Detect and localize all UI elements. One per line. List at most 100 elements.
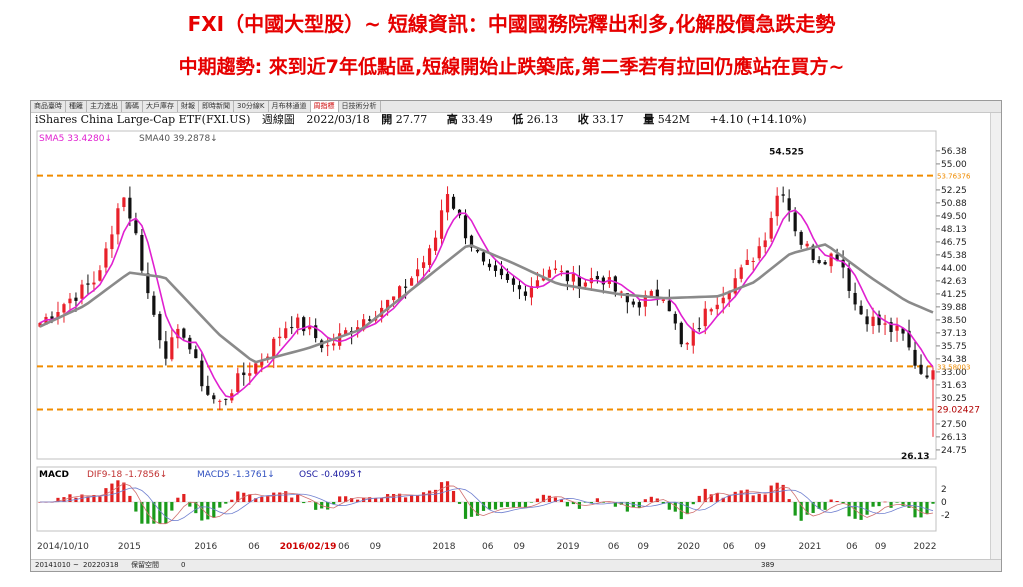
osc-bar xyxy=(553,497,558,502)
osc-bar xyxy=(182,493,186,502)
tab-8[interactable]: 30分線K xyxy=(234,101,269,112)
candle-body xyxy=(38,322,42,327)
osc-bar xyxy=(332,502,336,505)
candle-body xyxy=(164,341,168,359)
tab-7[interactable]: 即時新聞 xyxy=(199,101,234,112)
osc-bar xyxy=(523,502,528,509)
candle-body xyxy=(308,325,312,330)
tab-2[interactable]: 種籬 xyxy=(66,101,87,112)
osc-bar xyxy=(254,498,258,502)
candle-body xyxy=(619,291,623,293)
osc-bar xyxy=(775,482,779,502)
osc-bar xyxy=(529,502,534,503)
volume-label: 量 xyxy=(643,113,655,126)
to-date-input[interactable]: 20220318 xyxy=(83,561,119,569)
candle-body xyxy=(182,328,186,338)
osc-bar xyxy=(889,502,893,508)
candle-body xyxy=(116,208,120,235)
candle-body xyxy=(757,246,761,259)
candle-body xyxy=(913,349,917,366)
macd-tick-label: 2 xyxy=(941,485,947,495)
osc-bar xyxy=(727,495,731,502)
osc-bar xyxy=(152,502,156,524)
candle-body xyxy=(176,328,180,339)
y-tick-label: 33.00 xyxy=(941,368,967,378)
y-tick-label: 56.38 xyxy=(941,147,967,157)
reserve-space-input[interactable]: 0 xyxy=(181,561,186,569)
vertical-scrollbar[interactable] xyxy=(990,113,1001,559)
candle-body xyxy=(871,316,875,326)
candle-body xyxy=(799,231,803,245)
change-value: +4.10 (+14.10%) xyxy=(709,113,807,126)
tab-10[interactable]: 周指標 xyxy=(310,101,339,112)
candle-body xyxy=(433,237,438,251)
osc-bar xyxy=(98,496,102,502)
tab-5[interactable]: 大戶庫存 xyxy=(143,101,178,112)
osc-bar xyxy=(541,494,546,502)
candle-body xyxy=(601,277,605,285)
candle-body xyxy=(314,325,318,339)
osc-bar xyxy=(835,500,839,502)
osc-bar xyxy=(739,490,743,502)
tab-1[interactable]: 商品臺時 xyxy=(31,101,66,112)
osc-bar xyxy=(338,496,342,502)
tab-4[interactable]: 籌碼 xyxy=(122,101,143,112)
candle-body xyxy=(553,268,558,271)
from-date-input[interactable]: 20141010 xyxy=(35,561,71,569)
candle-body xyxy=(236,373,240,392)
candle-body xyxy=(841,259,845,268)
osc-bar xyxy=(649,496,653,502)
osc-bar xyxy=(392,493,396,502)
osc-bar xyxy=(769,485,773,502)
osc-bar xyxy=(290,497,294,502)
osc-bar xyxy=(302,502,306,504)
tab-6[interactable]: 財報 xyxy=(178,101,199,112)
candle-body xyxy=(152,295,156,315)
y-tick-label: 37.13 xyxy=(941,329,967,339)
osc-bar xyxy=(673,502,677,512)
osc-bar xyxy=(296,494,300,502)
hline-label-3: 29.02427 xyxy=(937,405,980,415)
osc-bar xyxy=(493,502,498,510)
osc-bar xyxy=(667,502,671,510)
candle-body xyxy=(805,243,809,247)
candle-body xyxy=(877,314,881,326)
osc-bar xyxy=(110,483,114,502)
osc-bar xyxy=(116,480,120,502)
candle-body xyxy=(397,286,402,299)
y-tick-label: 45.38 xyxy=(941,251,967,261)
candle-body xyxy=(709,309,713,312)
candle-body xyxy=(541,277,546,281)
osc-bar xyxy=(571,502,576,505)
legend-sma40: SMA40 39.2878↓ xyxy=(139,134,218,144)
y-tick-label: 26.13 xyxy=(941,433,967,443)
osc-bar xyxy=(278,492,282,502)
x-tick-label: 09 xyxy=(754,542,766,552)
x-tick-label: 06 xyxy=(846,542,858,552)
candle-body xyxy=(637,302,641,308)
legend-macd5: MACD5 -1.3761↓ xyxy=(197,470,275,480)
tab-11[interactable]: 日技術分析 xyxy=(339,101,381,112)
candle-body xyxy=(787,198,791,211)
x-tick-label: 09 xyxy=(875,542,887,552)
y-tick-label: 31.63 xyxy=(941,381,967,391)
candle-body xyxy=(421,262,426,268)
candle-body xyxy=(655,289,659,299)
candle-body xyxy=(925,375,929,378)
hline-label-1: 53.76376 xyxy=(937,173,971,181)
low-label: 低 xyxy=(512,113,524,126)
macd-signal-line xyxy=(39,487,934,521)
x-tick-label: 2018 xyxy=(433,542,456,552)
tab-3[interactable]: 主力進出 xyxy=(87,101,122,112)
candle-body xyxy=(386,299,390,311)
candle-body xyxy=(517,285,522,290)
annotation-1: 54.525 xyxy=(769,147,804,157)
x-tick-label: 2022 xyxy=(914,542,937,552)
tab-9[interactable]: 月布林通道 xyxy=(269,101,311,112)
candle-body xyxy=(98,270,102,281)
osc-bar xyxy=(212,502,216,518)
osc-bar xyxy=(643,499,647,502)
osc-bar xyxy=(787,499,791,502)
x-tick-label: 06 xyxy=(248,542,260,552)
candle-body xyxy=(769,217,773,239)
